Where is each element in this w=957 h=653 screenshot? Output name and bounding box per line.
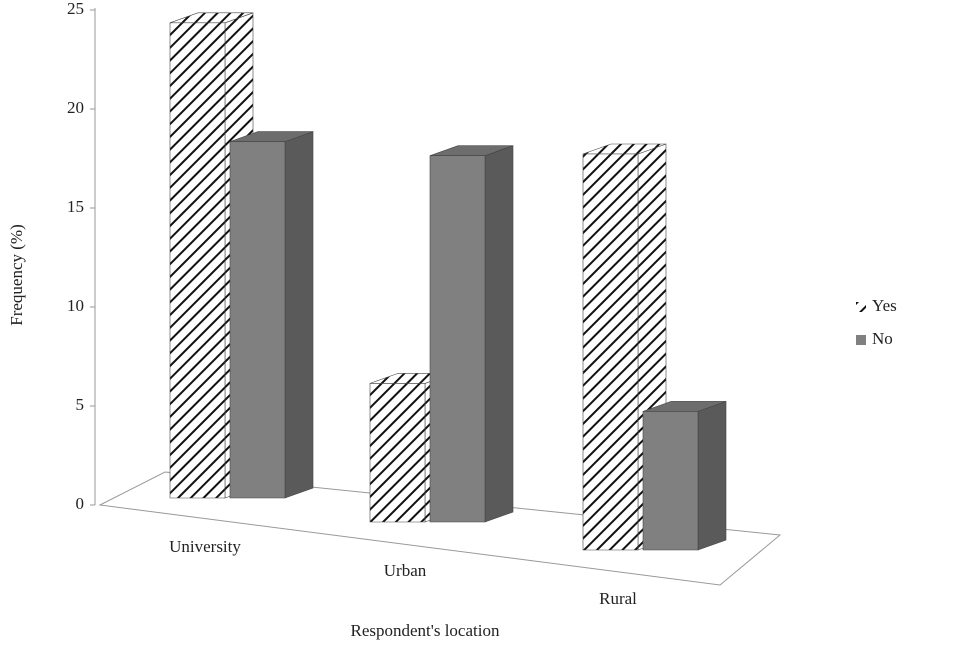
y-tick-label: 0	[76, 494, 85, 513]
bar	[642, 400, 727, 551]
y-axis-title: Frequency (%)	[7, 224, 26, 326]
x-tick-label: Rural	[599, 589, 637, 608]
legend-swatch	[856, 302, 866, 312]
x-tick-label: University	[169, 537, 241, 556]
bar	[429, 145, 514, 523]
bar-side	[697, 400, 727, 551]
bar-front	[229, 141, 286, 499]
legend-swatch	[856, 335, 866, 345]
y-tick-label: 20	[67, 98, 84, 117]
bar-front	[429, 155, 486, 523]
bar-side	[284, 131, 314, 499]
floor	[98, 471, 782, 586]
y-tick-label: 5	[76, 395, 85, 414]
x-axis-title: Respondent's location	[351, 621, 500, 640]
bar-front	[642, 411, 699, 551]
x-tick-label: Urban	[384, 561, 427, 580]
y-tick-label: 10	[67, 296, 84, 315]
bar-front	[169, 22, 226, 499]
bar-side	[484, 145, 514, 523]
legend-label: Yes	[872, 296, 897, 315]
y-tick-label: 25	[67, 0, 84, 18]
bar-front	[369, 383, 426, 523]
bar	[169, 12, 254, 499]
bar-front	[582, 153, 639, 551]
bar	[229, 131, 314, 499]
legend-label: No	[872, 329, 893, 348]
y-tick-label: 15	[67, 197, 84, 216]
